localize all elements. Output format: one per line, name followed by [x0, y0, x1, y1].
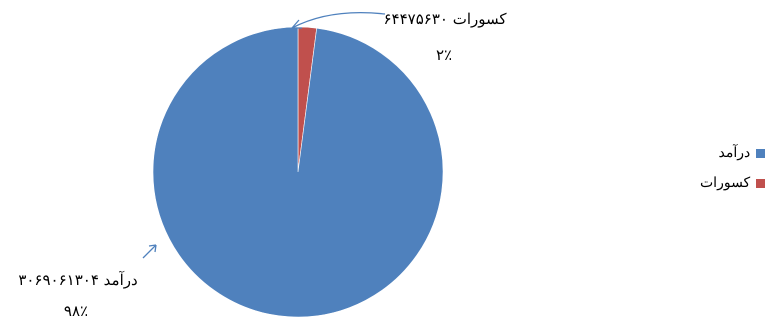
legend-swatch-deductions — [756, 178, 766, 188]
pie-slice-income — [152, 26, 444, 318]
leader-arrow-deductions — [291, 11, 386, 29]
leader-arrow-income-head — [148, 244, 157, 253]
legend-item-deductions: کسورات — [700, 168, 766, 198]
data-label-deductions-percent: ۲٪ — [436, 46, 452, 64]
data-label-income-percent: ۹۸٪ — [64, 302, 88, 320]
data-label-income-value: درآمد ۳۰۶۹۰۶۱۳۰۴ — [18, 271, 137, 289]
legend-swatch-income — [756, 148, 766, 158]
chart-legend: درآمد کسورات — [700, 138, 766, 198]
legend-item-income: درآمد — [700, 138, 766, 168]
data-label-deductions-value: کسورات ۶۴۴۷۵۶۳۰ — [383, 10, 507, 28]
leader-arrow-deductions-head — [291, 19, 302, 29]
leader-arrow-income — [142, 244, 157, 259]
legend-label-income: درآمد — [718, 145, 751, 161]
legend-label-deductions: کسورات — [700, 175, 751, 191]
